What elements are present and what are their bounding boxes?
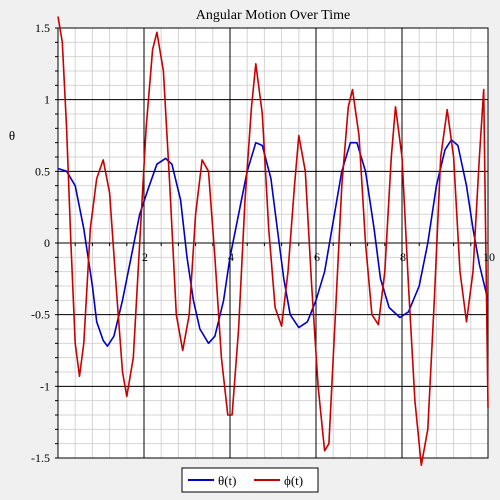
y-tick-label: 0.5: [35, 164, 50, 178]
y-axis-label: θ: [9, 128, 15, 143]
y-tick-label: -0.5: [31, 308, 50, 322]
series-line-phi: [57, 16, 489, 466]
axes: [55, 27, 489, 459]
y-tick-label: -1: [40, 379, 50, 393]
x-tick-label: 8: [400, 250, 406, 264]
y-tick-label: 1: [44, 93, 50, 107]
x-tick-labels: 2 4 6 8 10: [142, 250, 495, 264]
legend-label-theta: θ(t): [218, 473, 237, 488]
y-tick-label: 1.5: [35, 21, 50, 35]
legend-label-phi: ϕ(t): [284, 473, 303, 488]
y-tick-labels: -1.5 -1 -0.5 0 0.5 1 1.5: [31, 21, 50, 465]
series-layer: [57, 16, 489, 466]
x-tick-label: 4: [228, 250, 234, 264]
x-tick-label: 6: [314, 250, 320, 264]
legend: θ(t) ϕ(t): [181, 467, 319, 493]
y-tick-label: 0: [44, 236, 50, 250]
chart-title: Angular Motion Over Time: [196, 8, 350, 23]
series-line-theta: [57, 139, 489, 347]
x-tick-label: 10: [483, 250, 495, 264]
x-tick-label: 2: [142, 250, 148, 264]
y-tick-label: -1.5: [31, 451, 50, 465]
